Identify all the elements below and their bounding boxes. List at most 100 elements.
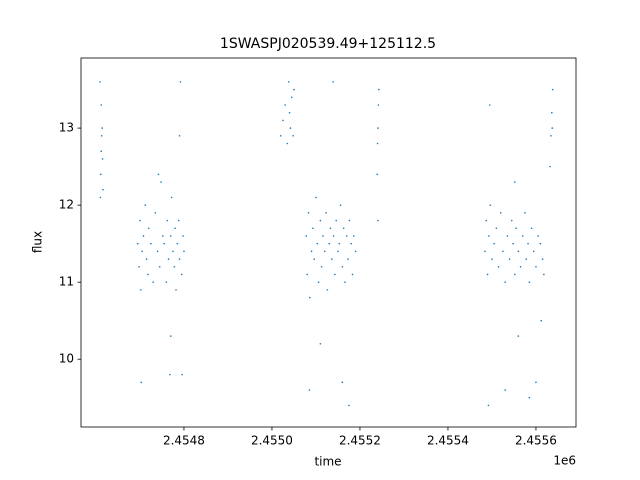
data-point	[535, 265, 537, 268]
data-point	[326, 289, 329, 291]
x-tick-label: 2.4550	[251, 434, 293, 448]
data-point	[167, 258, 170, 260]
data-point	[486, 273, 489, 276]
data-point	[350, 242, 352, 245]
data-point	[514, 273, 516, 276]
data-point	[163, 242, 165, 245]
data-point	[315, 196, 317, 199]
data-point	[289, 127, 292, 129]
y-tick-label: 12	[59, 198, 74, 212]
data-point	[328, 242, 330, 245]
data-point	[495, 227, 498, 230]
data-point	[99, 196, 102, 199]
data-point	[514, 181, 516, 183]
data-point	[551, 88, 554, 91]
data-point	[173, 265, 176, 268]
y-tick-label: 10	[59, 352, 74, 366]
data-point	[316, 242, 319, 245]
data-point	[174, 227, 176, 230]
data-point	[377, 127, 379, 129]
data-point	[175, 289, 177, 291]
data-point	[100, 173, 102, 176]
data-point	[341, 265, 344, 268]
data-point	[377, 104, 380, 106]
data-point	[488, 104, 491, 106]
data-point	[169, 335, 172, 337]
data-point	[499, 212, 502, 214]
data-point	[345, 235, 348, 237]
data-point	[528, 281, 531, 283]
axes-frame	[80, 57, 577, 428]
x-offset-label: 1e6	[553, 454, 576, 468]
data-point	[549, 165, 551, 168]
data-point	[307, 212, 310, 214]
data-point	[504, 281, 506, 283]
data-point	[293, 88, 295, 91]
data-point	[535, 381, 537, 384]
data-point	[354, 250, 357, 253]
data-point	[519, 265, 522, 268]
data-point	[152, 281, 154, 283]
data-point	[145, 258, 148, 260]
data-point	[288, 111, 291, 114]
data-point	[279, 135, 282, 137]
data-point	[320, 265, 323, 268]
data-point	[543, 273, 545, 276]
data-point	[310, 250, 313, 253]
data-point	[551, 111, 553, 114]
data-point	[510, 219, 513, 222]
data-point	[532, 250, 535, 253]
data-point	[348, 404, 350, 407]
data-point	[169, 235, 172, 237]
data-point	[528, 396, 531, 399]
data-point	[282, 119, 284, 122]
data-point	[332, 235, 335, 237]
data-point	[508, 258, 511, 260]
x-axis-label: time	[314, 455, 341, 469]
data-point	[160, 181, 162, 183]
x-tick-label: 2.4548	[163, 434, 205, 448]
data-point	[141, 250, 143, 253]
data-point	[524, 212, 526, 214]
data-point	[539, 242, 542, 245]
data-point	[515, 227, 517, 230]
data-point	[177, 219, 180, 222]
data-point	[308, 389, 311, 391]
data-point	[521, 235, 524, 237]
data-point	[286, 142, 289, 145]
data-point	[100, 104, 103, 106]
data-point	[290, 96, 293, 99]
data-point	[144, 204, 147, 206]
data-point	[334, 273, 336, 276]
data-point	[306, 273, 308, 276]
data-point	[512, 242, 514, 245]
data-point	[292, 135, 294, 137]
data-point	[325, 212, 327, 214]
data-point	[376, 173, 378, 176]
data-point	[353, 235, 355, 237]
data-point	[178, 258, 181, 260]
data-point	[172, 250, 174, 253]
data-point	[180, 273, 183, 276]
data-point	[287, 81, 290, 83]
data-point	[497, 265, 500, 268]
data-point	[378, 88, 380, 91]
data-point	[166, 219, 169, 222]
data-point	[377, 219, 379, 222]
data-point	[550, 135, 552, 137]
data-point	[101, 127, 103, 129]
y-axis-label: flux	[31, 231, 45, 253]
data-point	[332, 81, 334, 83]
data-point	[335, 219, 338, 222]
data-point	[156, 250, 159, 253]
x-tick-label: 2.4556	[515, 434, 557, 448]
data-point	[100, 150, 103, 153]
data-point	[342, 227, 345, 230]
data-point	[348, 219, 351, 222]
data-point	[338, 242, 341, 245]
data-point	[317, 281, 320, 283]
data-point	[487, 404, 490, 407]
data-point	[178, 135, 181, 137]
